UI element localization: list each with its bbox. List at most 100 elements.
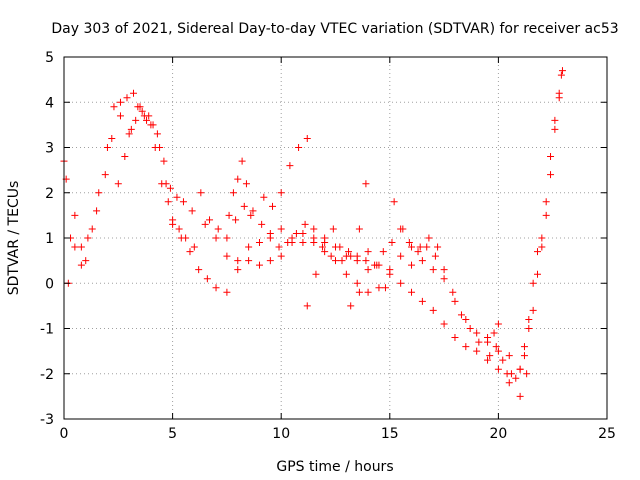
data-point xyxy=(451,334,459,342)
data-point xyxy=(214,225,222,233)
data-point xyxy=(212,284,220,292)
data-point xyxy=(418,297,426,305)
series-track-f xyxy=(347,198,442,310)
y-tick-label: 0 xyxy=(45,276,54,292)
data-point xyxy=(301,220,309,228)
data-point xyxy=(408,243,416,251)
data-point xyxy=(494,347,502,355)
data-point xyxy=(156,144,164,151)
data-point xyxy=(260,193,268,201)
data-point xyxy=(71,243,79,251)
data-point xyxy=(88,225,96,233)
data-point xyxy=(249,207,257,215)
data-point xyxy=(408,288,416,296)
data-point xyxy=(505,379,513,387)
data-point xyxy=(418,257,426,265)
data-point xyxy=(108,134,116,142)
x-tick-label: 25 xyxy=(598,426,616,442)
data-point xyxy=(123,94,131,102)
series-track-a xyxy=(60,98,531,378)
data-point xyxy=(277,189,285,197)
x-tick-label: 20 xyxy=(489,426,507,442)
data-point xyxy=(414,248,422,256)
data-point xyxy=(538,243,546,251)
data-point xyxy=(551,125,559,133)
y-tick-label: 3 xyxy=(45,141,54,157)
data-point xyxy=(275,243,283,251)
tick-marks xyxy=(63,56,608,420)
data-point xyxy=(440,275,448,283)
series-track-d xyxy=(225,134,311,219)
data-point xyxy=(490,329,498,337)
data-point xyxy=(429,306,437,314)
x-tick-label: 0 xyxy=(60,426,69,442)
data-point xyxy=(494,320,502,328)
data-point xyxy=(429,266,437,274)
data-point xyxy=(169,220,177,228)
data-point xyxy=(147,121,155,129)
data-point xyxy=(232,216,240,224)
data-point xyxy=(134,103,142,111)
x-axis-label: GPS time / hours xyxy=(276,459,393,475)
data-point xyxy=(245,257,253,265)
data-point xyxy=(440,320,448,328)
data-point xyxy=(362,180,370,188)
data-point xyxy=(416,243,424,251)
data-point xyxy=(258,220,266,228)
data-point xyxy=(364,266,372,274)
data-point xyxy=(166,184,174,192)
series-track-e xyxy=(303,180,370,310)
data-point xyxy=(338,257,346,265)
data-point xyxy=(197,189,205,197)
x-tick-labels: 0 5 10 15 20 25 xyxy=(60,426,616,442)
data-point xyxy=(162,180,170,188)
data-point xyxy=(173,193,181,201)
data-point xyxy=(373,261,381,269)
data-point xyxy=(77,261,85,269)
data-point xyxy=(240,202,248,210)
data-point xyxy=(520,343,528,351)
data-point xyxy=(516,365,524,373)
data-point xyxy=(186,248,194,256)
data-point xyxy=(462,315,470,323)
data-point xyxy=(195,266,203,274)
data-point xyxy=(529,279,537,287)
data-point xyxy=(425,234,433,242)
data-point xyxy=(266,234,274,242)
data-point xyxy=(364,288,372,296)
data-point xyxy=(234,257,242,265)
data-point xyxy=(353,279,361,287)
data-point xyxy=(484,334,492,342)
data-point xyxy=(379,248,387,256)
data-point xyxy=(234,266,242,274)
data-point xyxy=(505,352,513,360)
data-point xyxy=(132,116,140,124)
data-point xyxy=(175,225,183,233)
data-point xyxy=(177,234,185,242)
y-tick-label: 5 xyxy=(45,50,54,66)
data-point xyxy=(451,297,459,305)
data-point xyxy=(269,202,277,210)
data-point xyxy=(529,306,537,314)
data-point xyxy=(551,116,559,124)
data-point xyxy=(399,225,407,233)
data-point xyxy=(516,392,524,400)
data-point xyxy=(345,248,353,256)
data-point xyxy=(388,239,396,247)
data-point xyxy=(284,239,292,247)
data-point xyxy=(312,270,320,278)
data-point xyxy=(255,261,263,269)
data-point xyxy=(533,270,541,278)
data-point xyxy=(212,234,220,242)
series-track-i xyxy=(507,67,566,382)
data-point xyxy=(179,198,187,206)
data-point xyxy=(327,252,335,260)
data-point xyxy=(318,243,326,251)
series-track-b xyxy=(64,89,524,400)
data-point xyxy=(188,207,196,215)
data-point xyxy=(299,229,307,237)
data-point xyxy=(386,266,394,274)
data-point xyxy=(114,180,122,188)
y-tick-label: 4 xyxy=(45,95,54,111)
data-point xyxy=(95,189,103,197)
